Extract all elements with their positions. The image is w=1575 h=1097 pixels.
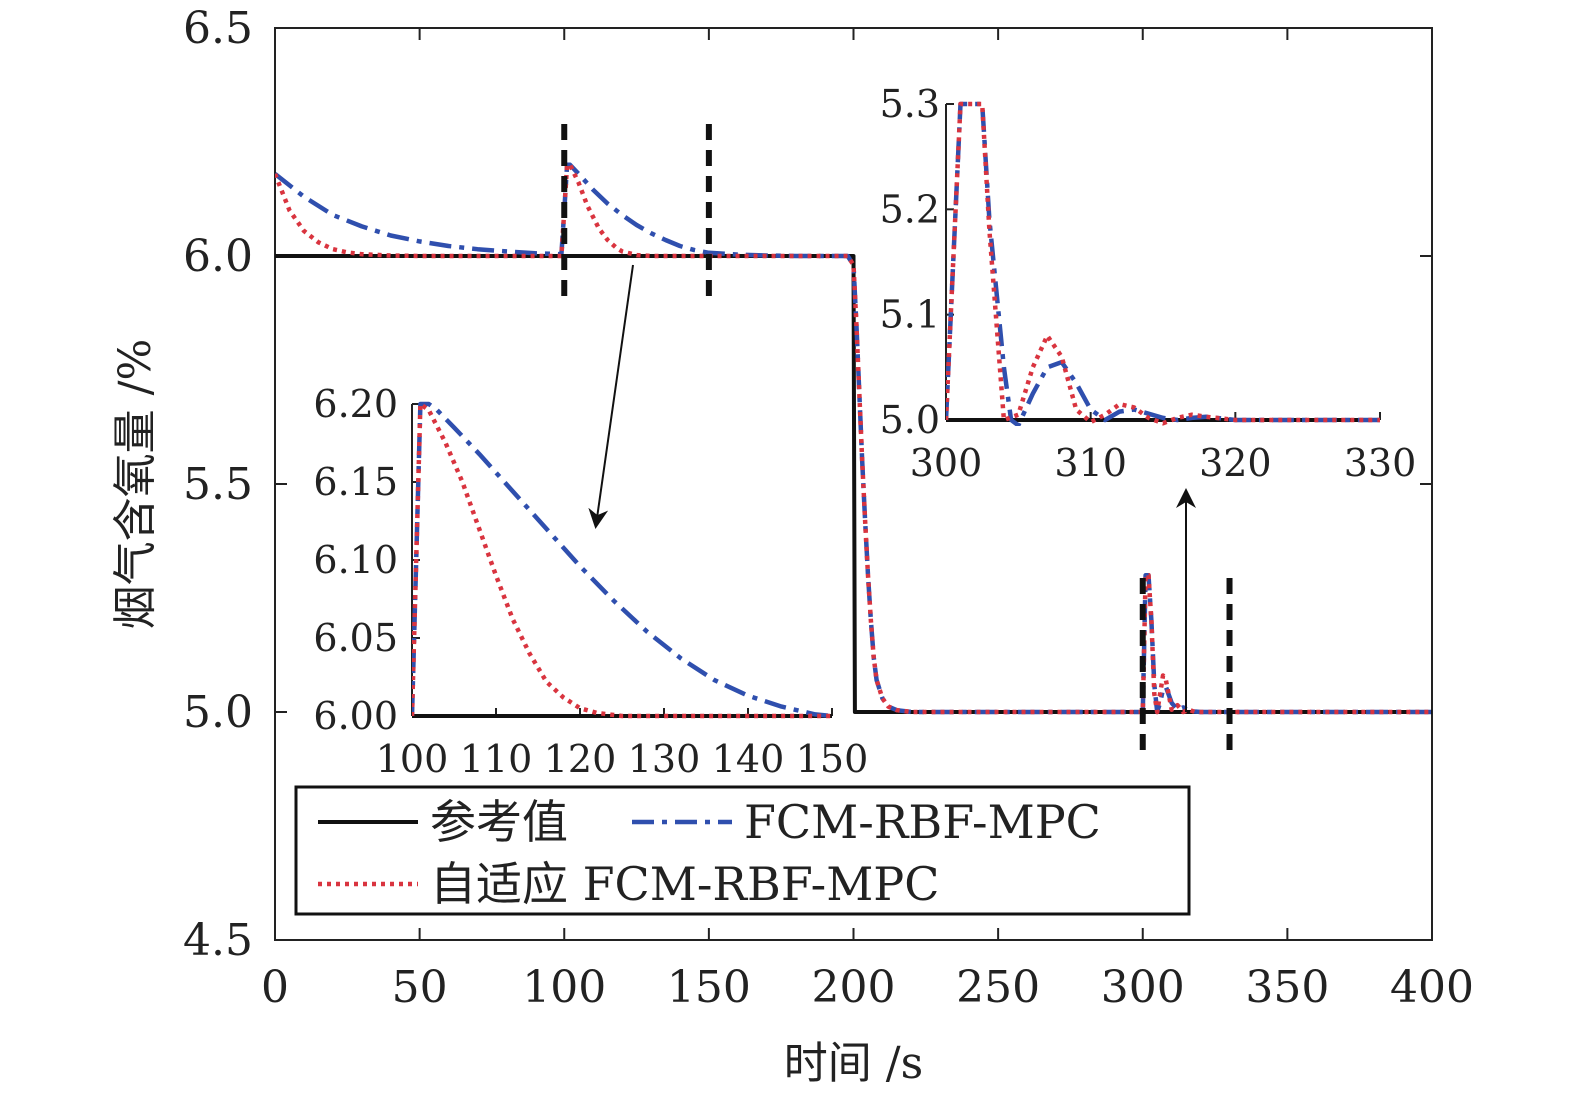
inset-left-x-tick-label: 120: [544, 737, 617, 781]
inset-right-y-tick-label: 5.2: [880, 187, 940, 231]
x-tick-label: 300: [1101, 962, 1185, 1013]
inset-left-y-tick-label: 6.05: [313, 616, 398, 660]
y-tick-label: 5.0: [183, 687, 253, 738]
inset-right-series-line-2: [946, 101, 1380, 426]
legend-box: [294, 785, 1191, 916]
inset-left-x-tick-label: 140: [712, 737, 785, 781]
inset-left-x-tick-label: 100: [376, 737, 449, 781]
zoom-arrow-left: [588, 264, 634, 529]
y-tick-label: 4.5: [183, 915, 253, 966]
y-tick-label: 6.5: [183, 3, 253, 54]
x-tick-label: 150: [667, 962, 751, 1013]
y-axis-title: 烟气含氧量 /%: [110, 339, 161, 630]
inset-left-series-line-1: [412, 401, 832, 719]
inset-left-x-tick-label: 150: [796, 737, 869, 781]
zoom-annotations: [561, 124, 1233, 760]
x-tick-label: 200: [812, 962, 896, 1013]
inset-right-x-tick-label: 330: [1344, 441, 1417, 485]
inset-left-y-tick-label: 6.00: [313, 694, 398, 738]
inset-right-x-tick-label: 300: [910, 441, 983, 485]
inset-right-x-tick-label: 320: [1199, 441, 1272, 485]
inset-right-plot: 300 310 320 330 5.0 5.1 5.2 5.3: [880, 82, 1417, 485]
x-tick-label: 400: [1390, 962, 1474, 1013]
inset-left-y-tick-label: 6.20: [313, 382, 398, 426]
legend-label-0: 参考值: [430, 795, 568, 849]
inset-right-y-tick-label: 5.0: [880, 398, 940, 442]
y-tick-label: 5.5: [183, 459, 253, 510]
y-tick-label: 6.0: [183, 231, 253, 282]
legend-label-1: FCM-RBF-MPC: [744, 795, 1101, 849]
x-tick-label: 250: [956, 962, 1040, 1013]
inset-left-plot: 100 110 120 130 140 150 6.00 6.05 6.10 6.15 6.20: [313, 382, 868, 781]
inset-left-series-line-2: [412, 401, 832, 719]
x-tick-label: 50: [392, 962, 448, 1013]
x-tick-label: 100: [522, 962, 606, 1013]
inset-left-y-tick-label: 6.10: [313, 538, 398, 582]
inset-right-x-tick-label: 310: [1054, 441, 1127, 485]
legend-label-2: 自适应 FCM-RBF-MPC: [430, 857, 939, 911]
x-tick-label: 350: [1245, 962, 1329, 1013]
x-tick-label: 0: [261, 962, 289, 1013]
inset-right-y-tick-label: 5.1: [880, 293, 940, 337]
inset-right-y-tick-label: 5.3: [880, 82, 940, 126]
legend: 参考值 FCM-RBF-MPC 自适应 FCM-RBF-MPC: [294, 785, 1191, 916]
x-axis-title: 时间 /s: [784, 1038, 923, 1089]
inset-left-x-tick-label: 110: [460, 737, 533, 781]
inset-left-y-tick-label: 6.15: [313, 460, 398, 504]
inset-left-x-tick-label: 130: [628, 737, 701, 781]
